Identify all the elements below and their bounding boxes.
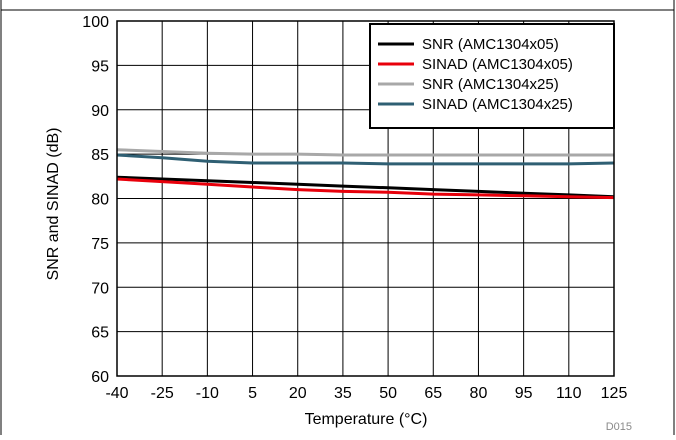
legend-label: SINAD (AMC1304x05) xyxy=(422,56,573,73)
y-axis-title: SNR and SINAD (dB) xyxy=(45,128,62,281)
x-tick-label: 20 xyxy=(289,385,307,402)
y-tick-label: 60 xyxy=(91,369,109,386)
x-tick-label: 5 xyxy=(248,385,257,402)
figure-code: D015 xyxy=(606,421,632,433)
series-line xyxy=(116,175,615,199)
y-tick-label: 95 xyxy=(91,58,109,75)
x-tick-label: -10 xyxy=(196,385,219,402)
plot-area-border xyxy=(116,20,615,377)
y-tick-label: 100 xyxy=(82,14,109,31)
x-tick-label: 35 xyxy=(334,385,352,402)
y-tick-label: 75 xyxy=(91,236,109,253)
legend-label: SINAD (AMC1304x25) xyxy=(422,96,573,113)
y-tick-label: 80 xyxy=(91,192,109,209)
legend-label: SNR (AMC1304x05) xyxy=(422,36,559,53)
y-tick-label: 70 xyxy=(91,280,109,297)
x-tick-label: 65 xyxy=(424,385,442,402)
x-tick-label: 50 xyxy=(379,385,397,402)
x-tick-label: 125 xyxy=(601,385,628,402)
y-tick-label: 65 xyxy=(91,325,109,342)
series-line xyxy=(116,148,614,157)
legend-box xyxy=(369,23,615,129)
x-tick-label: 110 xyxy=(556,385,582,402)
x-tick-labels: -40 -25 -10 5 20 35 50 65 80 95 110 125 xyxy=(105,385,627,402)
x-tick-label: -40 xyxy=(105,385,128,402)
y-tick-label: 90 xyxy=(91,103,109,120)
series-line xyxy=(116,177,615,200)
legend-label: SNR (AMC1304x25) xyxy=(422,76,559,93)
x-axis-title: Temperature (°C) xyxy=(305,411,428,428)
y-tick-labels: 60 65 70 75 80 85 90 95 100 xyxy=(82,14,109,386)
legend: SNR (AMC1304x05) SINAD (AMC1304x05) SNR (A… xyxy=(369,23,615,129)
series-lines xyxy=(116,148,615,200)
x-tick-label: 80 xyxy=(470,385,488,402)
x-tick-label: -25 xyxy=(151,385,174,402)
y-tick-label: 85 xyxy=(91,147,109,164)
x-tick-label: 95 xyxy=(515,385,533,402)
series-line xyxy=(116,153,615,166)
